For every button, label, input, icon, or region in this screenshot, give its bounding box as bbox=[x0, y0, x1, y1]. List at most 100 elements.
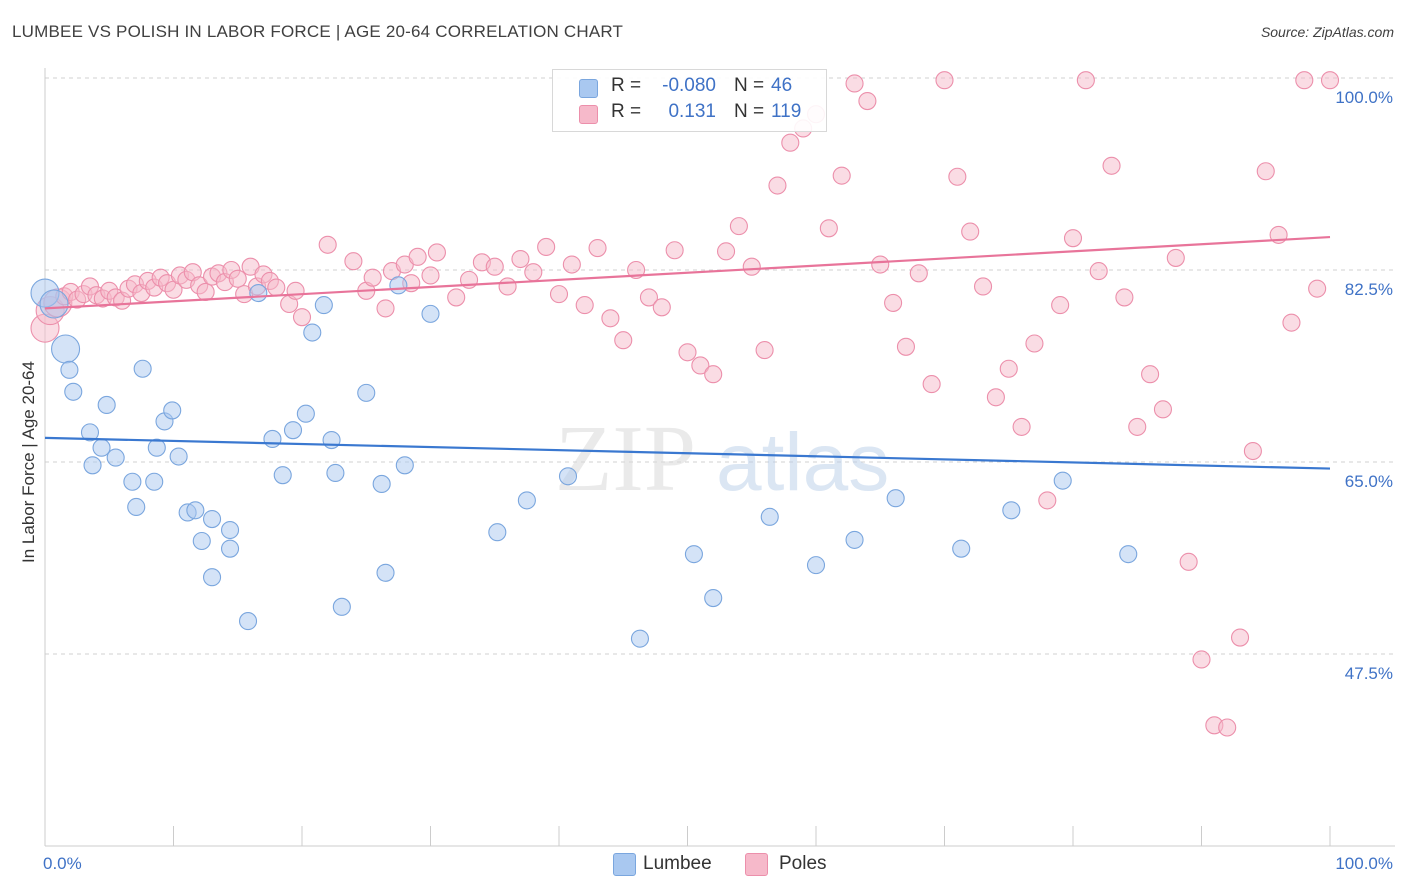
lumbee-point bbox=[684, 545, 703, 564]
poles-point bbox=[665, 241, 684, 260]
lumbee-point bbox=[886, 489, 905, 508]
lumbee-point bbox=[303, 323, 322, 342]
poles-point bbox=[742, 257, 761, 276]
lumbee-point bbox=[760, 507, 779, 526]
lumbee-points bbox=[30, 276, 1138, 648]
zipatlas-watermark: ZIP atlas bbox=[555, 407, 889, 511]
lumbee-point bbox=[845, 530, 864, 549]
poles-point bbox=[639, 288, 659, 307]
poles-point bbox=[286, 281, 305, 300]
poles-point bbox=[292, 308, 312, 327]
poles-point bbox=[1038, 491, 1057, 510]
lumbee-point bbox=[147, 438, 166, 457]
poles-point bbox=[447, 288, 466, 307]
lumbee-point bbox=[283, 421, 303, 440]
trend-lines bbox=[44, 235, 1331, 470]
poles-point bbox=[1308, 279, 1327, 298]
legend-n-label: N = bbox=[734, 101, 765, 122]
poles-point bbox=[1282, 313, 1301, 332]
lumbee-point bbox=[220, 539, 240, 558]
poles-point bbox=[344, 252, 363, 271]
legend-row-poles: R = 0.131 N = 119 bbox=[553, 101, 826, 127]
poles-point bbox=[716, 242, 736, 261]
poles-point bbox=[948, 167, 967, 186]
poles-point bbox=[1025, 334, 1044, 353]
y-tick-label: 47.5% bbox=[1345, 664, 1393, 683]
x-tick-label-right: 100.0% bbox=[1335, 854, 1393, 873]
poles-point bbox=[588, 239, 607, 258]
poles-point bbox=[318, 235, 337, 254]
poles-point bbox=[1231, 628, 1250, 647]
source-credit: Source: ZipAtlas.com bbox=[1260, 24, 1394, 40]
poles-point bbox=[485, 257, 504, 276]
poles-point bbox=[896, 337, 916, 356]
poles-point bbox=[1115, 288, 1134, 307]
lumbee-swatch bbox=[579, 79, 598, 98]
poles-point bbox=[1141, 365, 1160, 384]
lumbee-point bbox=[106, 448, 125, 467]
lumbee-point bbox=[145, 472, 164, 491]
poles-point bbox=[1256, 162, 1275, 181]
lumbee-point bbox=[163, 401, 182, 420]
poles-point bbox=[575, 296, 594, 315]
poles-point bbox=[1076, 71, 1095, 90]
watermark-atlas: atlas bbox=[716, 417, 889, 508]
lumbee-point bbox=[357, 383, 376, 402]
legend-r-label: R = bbox=[611, 75, 642, 96]
lumbee-point bbox=[704, 588, 723, 608]
poles-point bbox=[1320, 71, 1340, 90]
lumbee-swatch bbox=[613, 853, 636, 876]
poles-point bbox=[601, 309, 620, 328]
poles-trend-line bbox=[44, 235, 1331, 310]
lumbee-point bbox=[186, 501, 205, 520]
lumbee-point bbox=[389, 276, 408, 295]
lumbee-point bbox=[488, 523, 507, 542]
legend-poles-r: 0.131 bbox=[668, 101, 716, 122]
poles-point bbox=[1102, 156, 1121, 175]
poles-point bbox=[196, 282, 215, 301]
lumbee-point bbox=[83, 456, 102, 475]
legend-lumbee-label: Lumbee bbox=[643, 853, 712, 874]
poles-point bbox=[1128, 417, 1147, 436]
poles-point bbox=[729, 217, 748, 236]
poles-point bbox=[678, 343, 697, 362]
series-legend: Lumbee Poles bbox=[0, 852, 1406, 876]
lumbee-point bbox=[169, 447, 188, 466]
poles-point bbox=[704, 365, 723, 384]
poles-point bbox=[935, 71, 954, 90]
poles-point bbox=[755, 341, 774, 360]
lumbee-point bbox=[123, 472, 142, 491]
poles-point bbox=[652, 298, 671, 317]
poles-point bbox=[858, 91, 877, 111]
lumbee-point bbox=[314, 296, 333, 315]
legend-lumbee-r: -0.080 bbox=[662, 75, 716, 96]
poles-point bbox=[1089, 262, 1108, 281]
lumbee-point bbox=[273, 466, 292, 485]
lumbee-point bbox=[630, 629, 650, 648]
lumbee-point bbox=[133, 359, 152, 378]
poles-point bbox=[498, 277, 517, 296]
lumbee-point bbox=[395, 456, 414, 475]
legend-poles-label: Poles bbox=[779, 853, 827, 874]
poles-point bbox=[768, 176, 787, 195]
legend-poles-n: 119 bbox=[771, 101, 802, 122]
poles-point bbox=[1153, 400, 1172, 419]
poles-point bbox=[363, 268, 382, 287]
poles-point bbox=[1218, 718, 1237, 737]
lumbee-point bbox=[51, 334, 81, 364]
poles-point bbox=[691, 356, 710, 375]
poles-point bbox=[627, 260, 646, 280]
lumbee-point bbox=[376, 563, 395, 582]
poles-point bbox=[986, 388, 1005, 407]
lumbee-point bbox=[220, 520, 240, 540]
poles-point bbox=[614, 331, 633, 350]
lumbee-point bbox=[97, 395, 116, 414]
poles-point bbox=[549, 285, 569, 304]
poles-point bbox=[999, 359, 1018, 378]
lumbee-point bbox=[952, 539, 971, 558]
legend-row-lumbee: R = -0.080 N = 46 bbox=[553, 75, 826, 101]
lumbee-point bbox=[238, 612, 258, 631]
poles-point bbox=[228, 269, 247, 288]
y-tick-label: 100.0% bbox=[1335, 88, 1393, 107]
lumbee-point bbox=[558, 467, 578, 486]
